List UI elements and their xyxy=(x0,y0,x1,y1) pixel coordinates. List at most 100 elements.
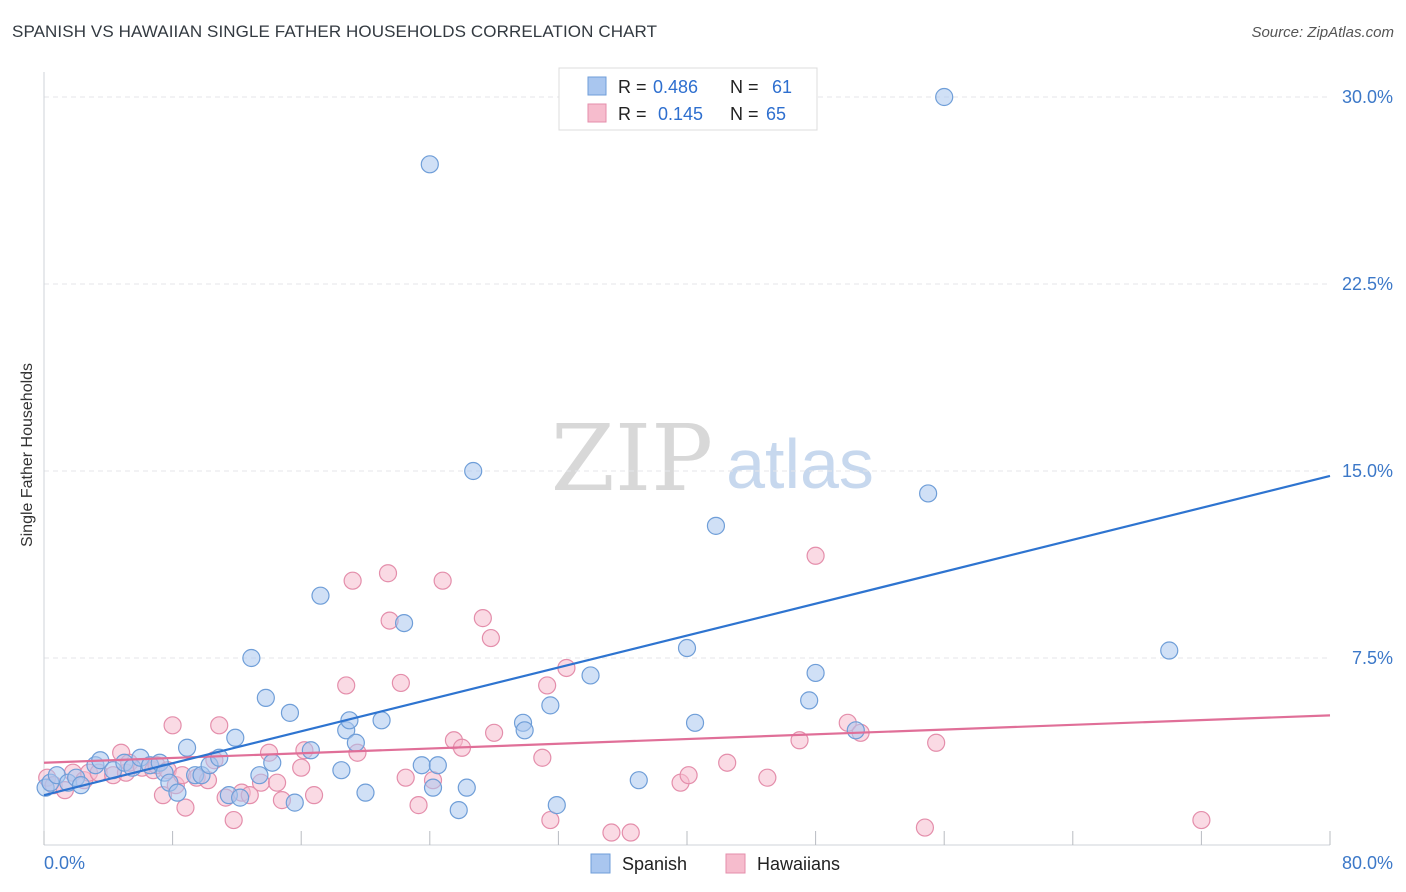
spanish-point xyxy=(372,711,391,730)
legend-bottom: Spanish Hawaiians xyxy=(590,853,840,874)
spanish-point xyxy=(420,155,439,174)
spanish-point xyxy=(263,753,282,772)
legend-spanish-n-value: 61 xyxy=(772,77,792,97)
axes xyxy=(43,72,1331,846)
legend-spanish-n-label: N = xyxy=(730,77,759,97)
spanish-point xyxy=(346,733,365,752)
spanish-point xyxy=(285,793,304,812)
spanish-point xyxy=(256,688,275,707)
spanish-point xyxy=(547,796,566,815)
legend-hawaiian-swatch xyxy=(587,103,607,123)
spanish-point xyxy=(541,696,560,715)
spanish-point xyxy=(231,788,250,807)
legend-hawaiian-r-label: R = xyxy=(618,104,647,124)
spanish-point xyxy=(280,703,300,722)
watermark-zip: ZIP xyxy=(551,405,713,512)
hawaiian-point xyxy=(304,786,324,805)
legend-spanish-swatch xyxy=(587,76,607,96)
spanish-point xyxy=(1160,641,1179,660)
spanish-point xyxy=(677,638,697,658)
spanish-point xyxy=(919,484,938,503)
spanish-point xyxy=(806,663,825,683)
watermark-atlas: atlas xyxy=(726,425,874,503)
x-tick-label: 80.0% xyxy=(1342,853,1393,873)
spanish-point xyxy=(423,778,443,797)
spanish-point xyxy=(356,783,375,802)
hawaiian-point xyxy=(718,753,737,772)
hawaiian-point xyxy=(621,823,640,842)
hawaiian-point xyxy=(163,716,182,735)
hawaiian-point xyxy=(1192,810,1211,830)
hawaiian-point xyxy=(602,823,621,842)
hawaiian-point xyxy=(210,716,229,735)
spanish-point xyxy=(311,586,330,605)
legend-bottom-hawaiian-swatch xyxy=(725,853,746,874)
hawaiian-point xyxy=(391,673,410,693)
spanish-point xyxy=(177,738,197,757)
legend-spanish-r-value: 0.486 xyxy=(653,77,698,97)
hawaiian-point xyxy=(473,609,492,628)
hawaiians-points xyxy=(38,546,1211,842)
grid xyxy=(44,96,1330,659)
spanish-point xyxy=(226,728,245,747)
spanish-point xyxy=(457,778,476,797)
legend-bottom-spanish-label: Spanish xyxy=(622,854,687,874)
hawaiian-point xyxy=(915,818,935,837)
spanish-point xyxy=(800,691,819,710)
spanish-point xyxy=(332,761,351,780)
spanish-point xyxy=(428,756,447,775)
spanish-point xyxy=(935,87,954,107)
spanish-point xyxy=(242,648,261,668)
legend-hawaiian-r-value: 0.145 xyxy=(658,104,703,124)
spanish-point xyxy=(301,741,320,760)
spanish-point xyxy=(464,461,483,481)
hawaiian-point xyxy=(806,546,825,565)
chart-title: SPANISH VS HAWAIIAN SINGLE FATHER HOUSEH… xyxy=(12,22,658,41)
hawaiian-point xyxy=(533,748,552,767)
hawaiian-point xyxy=(485,723,504,742)
spanish-trend-line xyxy=(43,474,1331,797)
legend-top: R = 0.486 N = 61 R = 0.145 N = 65 xyxy=(558,67,818,131)
spanish-point xyxy=(629,771,648,790)
hawaiian-point xyxy=(378,564,398,583)
hawaiian-point xyxy=(292,758,311,777)
hawaiian-point xyxy=(267,773,287,792)
spanish-point xyxy=(394,613,414,633)
hawaiian-point xyxy=(538,676,557,695)
spanish-point xyxy=(685,713,705,732)
spanish-point xyxy=(706,516,726,535)
hawaiian-point xyxy=(541,810,560,830)
spanish-points xyxy=(36,87,1179,820)
hawaiian-point xyxy=(481,628,500,648)
hawaiian-point xyxy=(176,798,195,817)
spanish-point xyxy=(449,800,468,820)
legend-hawaiian-n-value: 65 xyxy=(766,104,786,124)
y-tick-label: 15.0% xyxy=(1342,461,1393,481)
y-tick-label: 30.0% xyxy=(1342,87,1393,107)
y-tick-label: 22.5% xyxy=(1342,274,1393,294)
hawaiian-point xyxy=(337,676,356,695)
hawaiians-trend-line xyxy=(43,714,1331,764)
spanish-point xyxy=(581,666,600,685)
hawaiian-point xyxy=(224,810,243,830)
source-label: Source: ZipAtlas.com xyxy=(1251,24,1394,41)
spanish-point xyxy=(515,721,534,740)
hawaiian-point xyxy=(758,768,777,787)
legend-bottom-hawaiian-label: Hawaiians xyxy=(757,854,840,874)
spanish-point xyxy=(168,783,187,802)
tick-labels: 7.5% 15.0% 22.5% 30.0% 0.0% 80.0% xyxy=(44,87,1393,873)
hawaiian-point xyxy=(409,796,428,815)
y-tick-label: 7.5% xyxy=(1352,648,1393,668)
legend-spanish-r-label: R = xyxy=(618,77,647,97)
spanish-point xyxy=(846,721,865,740)
spanish-point xyxy=(250,766,269,785)
x-tick-label: 0.0% xyxy=(44,853,85,873)
legend-bottom-spanish-swatch xyxy=(590,853,611,874)
trend-lines xyxy=(43,474,1331,797)
hawaiian-point xyxy=(433,571,452,590)
hawaiian-point xyxy=(927,733,946,752)
hawaiian-point xyxy=(343,571,362,590)
watermark: ZIP atlas xyxy=(551,405,874,512)
spanish-point xyxy=(412,756,431,775)
